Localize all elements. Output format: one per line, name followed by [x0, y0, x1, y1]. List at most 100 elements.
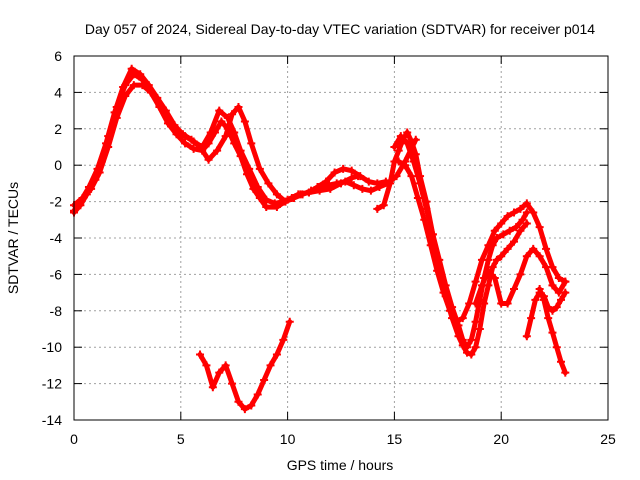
- data-point: [401, 161, 410, 170]
- data-point: [247, 401, 256, 410]
- data-point: [262, 203, 271, 212]
- series-track-3: [70, 64, 420, 215]
- data-point: [349, 181, 358, 190]
- data-point: [181, 139, 190, 148]
- data-point: [471, 317, 480, 326]
- data-point: [488, 263, 497, 272]
- data-point: [522, 208, 531, 217]
- data-point: [202, 361, 211, 370]
- y-tick-label: -14: [42, 412, 62, 428]
- data-point: [522, 219, 531, 228]
- data-point: [234, 102, 243, 111]
- data-point: [561, 277, 570, 286]
- data-point: [339, 164, 348, 173]
- data-point: [403, 139, 412, 148]
- data-point: [187, 135, 196, 144]
- data-point: [499, 230, 508, 239]
- data-point: [475, 325, 484, 333]
- data-point: [204, 155, 213, 164]
- data-point: [428, 230, 437, 239]
- data-point: [330, 168, 339, 177]
- data-point: [490, 226, 499, 235]
- data-point: [458, 335, 467, 344]
- x-tick-label: 5: [177, 431, 185, 447]
- data-point: [484, 266, 493, 275]
- data-point: [458, 314, 467, 323]
- y-tick-labels: -14 -12 -10 -8 -6 -4 -2 0 2 4 6: [42, 48, 62, 428]
- data-point: [341, 177, 350, 186]
- data-point: [102, 139, 111, 148]
- data-point: [503, 244, 512, 253]
- data-point: [144, 81, 153, 90]
- data-point: [413, 193, 422, 202]
- data-point: [497, 252, 506, 261]
- data-point: [516, 204, 525, 213]
- data-point: [364, 177, 373, 186]
- data-point: [272, 190, 281, 199]
- y-tick-label: -10: [42, 339, 62, 355]
- y-tick-label: -8: [50, 303, 63, 319]
- data-point: [531, 295, 540, 304]
- y-axis-label: SDTVAR / TECUs: [5, 182, 21, 294]
- data-point: [548, 306, 557, 315]
- data-point: [522, 252, 531, 261]
- data-point: [463, 343, 472, 352]
- data-point: [510, 284, 519, 293]
- data-point: [477, 281, 486, 290]
- y-tick-label: -4: [50, 230, 63, 246]
- data-point: [281, 197, 290, 206]
- data-point: [245, 164, 254, 173]
- data-point: [93, 164, 102, 173]
- x-tick-label: 15: [387, 431, 403, 447]
- data-point: [539, 295, 548, 304]
- data-point: [260, 375, 269, 384]
- data-point: [492, 234, 501, 242]
- data-point: [253, 390, 262, 399]
- data-point: [228, 110, 237, 119]
- data-point: [234, 397, 243, 406]
- data-point: [240, 117, 249, 126]
- data-point: [347, 173, 356, 182]
- data-point: [503, 212, 512, 221]
- data-point: [366, 186, 375, 195]
- data-point: [307, 186, 316, 195]
- data-point: [407, 172, 416, 181]
- data-point: [386, 179, 395, 188]
- data-point: [279, 335, 288, 344]
- data-point: [522, 199, 531, 208]
- data-point: [435, 255, 444, 264]
- data-point: [215, 106, 224, 115]
- data-point: [196, 143, 205, 151]
- y-tick-label: -12: [42, 376, 62, 392]
- data-point: [409, 157, 418, 166]
- data-point: [535, 223, 544, 232]
- data-point: [552, 303, 561, 312]
- data-point: [557, 295, 566, 304]
- data-point: [272, 350, 281, 359]
- data-point: [315, 183, 324, 192]
- data-point: [510, 208, 519, 217]
- data-point: [471, 299, 480, 308]
- data-point: [298, 190, 307, 199]
- y-tick-label: 4: [54, 84, 62, 100]
- data-point: [505, 226, 514, 235]
- data-point: [76, 197, 85, 206]
- y-tick-label: 0: [54, 157, 62, 173]
- data-point: [324, 181, 333, 190]
- data-point: [490, 274, 499, 283]
- data-point: [516, 226, 525, 235]
- data-point: [416, 179, 425, 188]
- x-tick-label: 20: [493, 431, 509, 447]
- x-tick-label: 10: [280, 431, 296, 447]
- data-point: [467, 350, 476, 359]
- data-point: [503, 299, 512, 308]
- series-track-6: [390, 132, 531, 352]
- data-point: [535, 252, 544, 261]
- data-point: [441, 281, 450, 290]
- data-point: [527, 314, 536, 323]
- data-point: [228, 379, 237, 388]
- data-point: [270, 199, 279, 208]
- chart-title: Day 057 of 2024, Sidereal Day-to-day VTE…: [85, 21, 595, 37]
- data-point: [221, 361, 230, 370]
- data-point: [262, 195, 271, 204]
